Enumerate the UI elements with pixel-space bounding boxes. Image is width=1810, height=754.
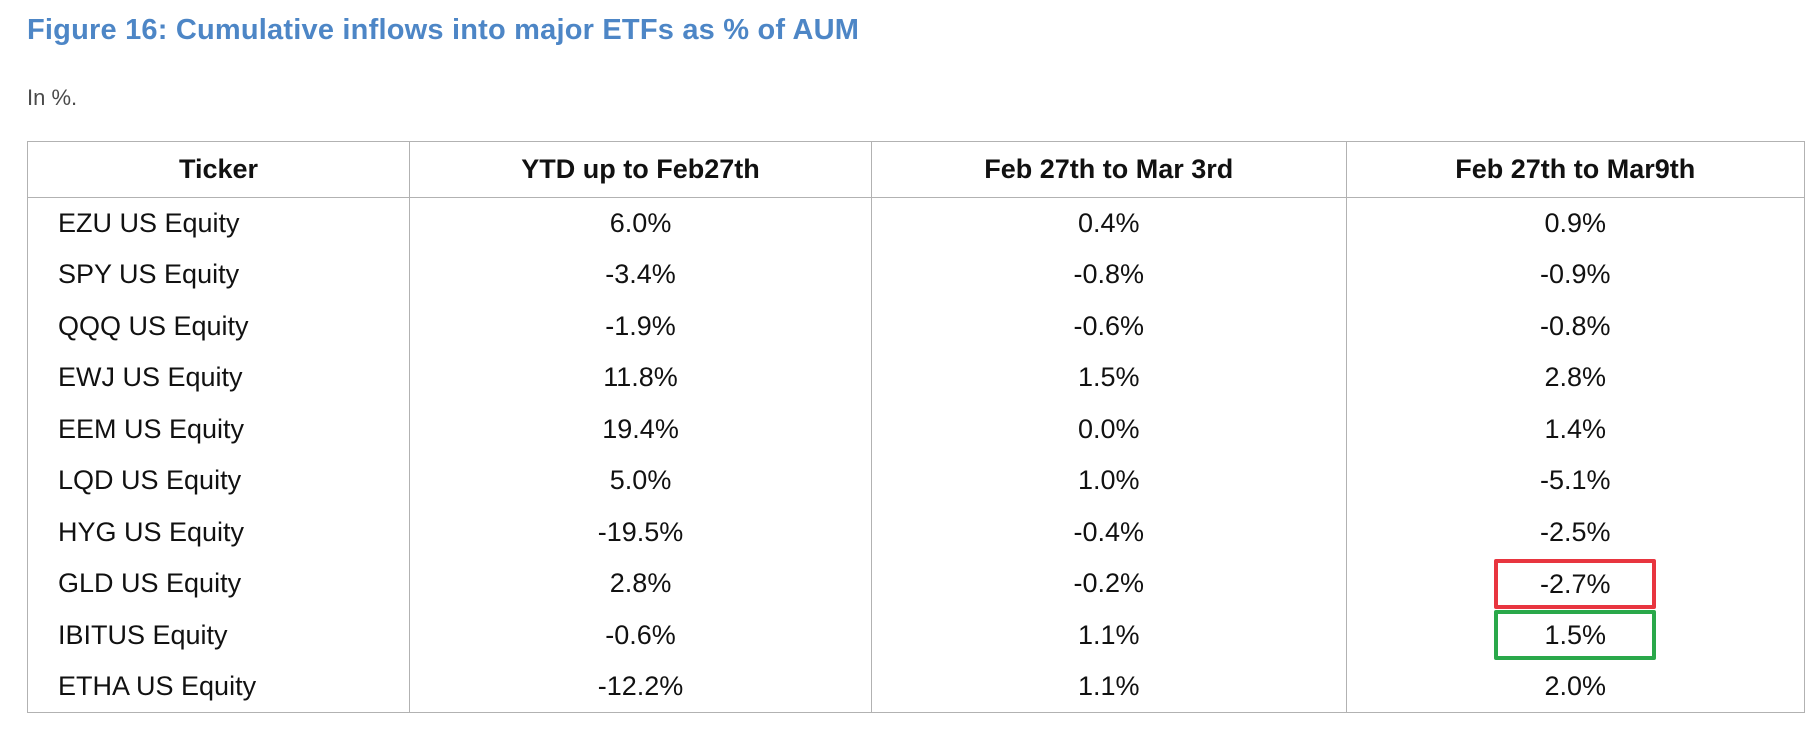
value-cell: -0.6% <box>871 300 1347 352</box>
value-cell: -0.8% <box>1345 300 1806 352</box>
value-cell: 2.8% <box>409 558 873 610</box>
header-feb27-mar9: Feb 27th to Mar9th <box>1345 141 1806 198</box>
highlight-box-red: -2.7% <box>1494 558 1657 609</box>
value-cell: 1.4% <box>1345 403 1806 455</box>
value-cell: -2.5% <box>1345 506 1806 558</box>
value-cell: -0.9% <box>1345 249 1806 301</box>
value-cell: -3.4% <box>409 249 873 301</box>
ticker-cell: ETHA US Equity <box>26 661 411 713</box>
table-row: ETHA US Equity -12.2% 1.1% 2.0% <box>26 661 1806 713</box>
value-cell: 0.0% <box>871 403 1347 455</box>
ticker-cell: IBITUS Equity <box>26 609 411 661</box>
value-cell: 0.4% <box>871 197 1347 249</box>
table-row: SPY US Equity -3.4% -0.8% -0.9% <box>26 249 1806 301</box>
header-feb27-mar3: Feb 27th to Mar 3rd <box>871 141 1347 198</box>
header-ytd-feb27: YTD up to Feb27th <box>409 141 873 198</box>
value-cell: 1.0% <box>871 455 1347 507</box>
etf-flows-table: Ticker YTD up to Feb27th Feb 27th to Mar… <box>26 141 1806 713</box>
figure-subtitle: In %. <box>27 85 78 110</box>
value-cell: 11.8% <box>409 352 873 404</box>
table-row: EZU US Equity 6.0% 0.4% 0.9% <box>26 197 1806 249</box>
value-cell: 6.0% <box>409 197 873 249</box>
table-row: QQQ US Equity -1.9% -0.6% -0.8% <box>26 300 1806 352</box>
value-cell: 1.5% <box>1345 609 1806 661</box>
table-row: EEM US Equity 19.4% 0.0% 1.4% <box>26 403 1806 455</box>
header-ticker: Ticker <box>26 141 411 198</box>
value-cell: -0.8% <box>871 249 1347 301</box>
value-cell: 5.0% <box>409 455 873 507</box>
ticker-cell: HYG US Equity <box>26 506 411 558</box>
table-body: EZU US Equity 6.0% 0.4% 0.9% SPY US Equity -3… <box>26 197 1806 713</box>
value-cell: 2.8% <box>1345 352 1806 404</box>
figure-title: Figure 16: Cumulative inflows into major… <box>27 14 860 46</box>
value-cell: -5.1% <box>1345 455 1806 507</box>
table-row: HYG US Equity -19.5% -0.4% -2.5% <box>26 506 1806 558</box>
value-cell: 1.5% <box>871 352 1347 404</box>
value-cell: 1.1% <box>871 661 1347 713</box>
value-cell: -12.2% <box>409 661 873 713</box>
table-row: EWJ US Equity 11.8% 1.5% 2.8% <box>26 352 1806 404</box>
figure-page: Figure 16: Cumulative inflows into major… <box>26 14 1806 713</box>
ticker-cell: QQQ US Equity <box>26 300 411 352</box>
ticker-cell: LQD US Equity <box>26 455 411 507</box>
table-row: LQD US Equity 5.0% 1.0% -5.1% <box>26 455 1806 507</box>
value-cell: -0.4% <box>871 506 1347 558</box>
value-cell: 19.4% <box>409 403 873 455</box>
table-row: GLD US Equity 2.8% -0.2% -2.7% <box>26 558 1806 610</box>
value-cell: -1.9% <box>409 300 873 352</box>
ticker-cell: EEM US Equity <box>26 403 411 455</box>
value-cell: -0.2% <box>871 558 1347 610</box>
value-cell: -2.7% <box>1345 558 1806 610</box>
value-cell: -19.5% <box>409 506 873 558</box>
ticker-cell: EZU US Equity <box>26 197 411 249</box>
table-row: IBITUS Equity -0.6% 1.1% 1.5% <box>26 609 1806 661</box>
table-header-row: Ticker YTD up to Feb27th Feb 27th to Mar… <box>26 141 1806 198</box>
highlight-box-green: 1.5% <box>1494 610 1657 661</box>
value-cell: 2.0% <box>1345 661 1806 713</box>
ticker-cell: EWJ US Equity <box>26 352 411 404</box>
value-cell: -0.6% <box>409 609 873 661</box>
ticker-cell: SPY US Equity <box>26 249 411 301</box>
value-cell: 0.9% <box>1345 197 1806 249</box>
value-cell: 1.1% <box>871 609 1347 661</box>
ticker-cell: GLD US Equity <box>26 558 411 610</box>
